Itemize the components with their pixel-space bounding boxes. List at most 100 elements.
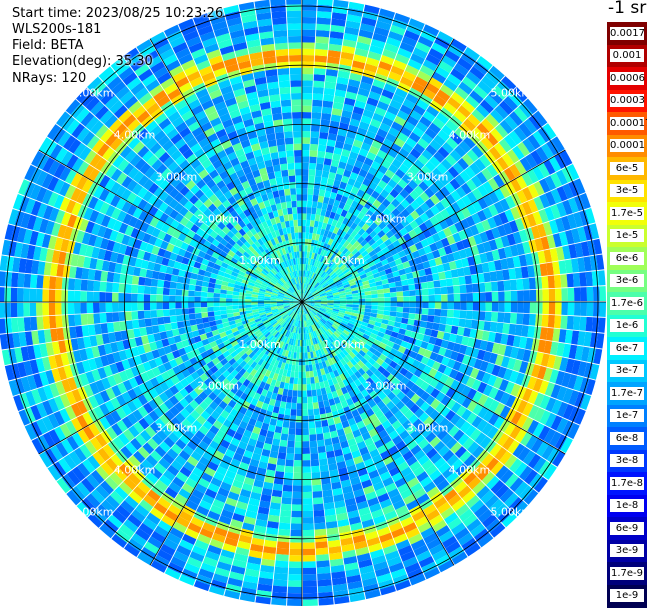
range-gate: [144, 286, 151, 294]
range-gate: [438, 324, 445, 332]
range-gate: [522, 278, 529, 290]
range-gate: [371, 306, 378, 310]
range-gate: [291, 517, 302, 524]
range-gate: [554, 315, 561, 328]
range-gate: [567, 316, 574, 330]
range-gate: [568, 288, 575, 301]
range-gate: [302, 410, 308, 416]
range-gate: [403, 307, 410, 313]
range-gate: [303, 466, 311, 473]
range-gate: [326, 146, 335, 154]
range-gate: [131, 303, 138, 311]
range-gate: [274, 567, 288, 574]
range-gate: [365, 295, 372, 299]
range-gate: [176, 315, 183, 322]
range-gate: [403, 291, 410, 297]
range-gate: [81, 280, 88, 291]
range-gate: [271, 412, 278, 419]
range-gate: [397, 297, 403, 302]
range-gate: [326, 184, 333, 191]
range-gate: [80, 291, 87, 302]
range-gate: [298, 384, 302, 390]
range-gate: [523, 314, 530, 326]
range-gate: [99, 292, 106, 302]
range-gate: [43, 276, 50, 289]
range-gate: [310, 441, 318, 448]
range-gate: [428, 295, 435, 302]
range-gate: [302, 340, 304, 346]
range-gate: [208, 312, 215, 317]
range-gate: [390, 292, 397, 297]
range-gate: [30, 303, 37, 316]
range-gate: [276, 465, 285, 472]
range-gate: [401, 318, 408, 324]
range-gate: [322, 483, 332, 490]
range-gate: [176, 309, 183, 316]
range-gate: [183, 320, 190, 327]
range-gate: [176, 283, 183, 290]
range-gate: [316, 163, 323, 170]
range-gate: [574, 302, 581, 316]
range-gate: [288, 383, 293, 390]
range-gate: [278, 529, 290, 536]
range-gate: [307, 390, 312, 397]
range-gate: [298, 372, 302, 378]
range-gate: [529, 314, 536, 326]
range-gate: [183, 277, 190, 284]
range-gate: [30, 274, 37, 288]
range-gate: [302, 447, 310, 454]
range-gate: [150, 287, 157, 295]
range-gate: [17, 288, 24, 302]
range-gate: [279, 523, 291, 530]
range-gate: [308, 415, 314, 422]
range-gate: [302, 74, 313, 81]
range-gate: [188, 290, 195, 296]
range-gate: [302, 61, 314, 68]
range-gate: [395, 317, 402, 323]
range-gate: [213, 307, 220, 312]
range-gate: [579, 272, 586, 286]
range-gate: [113, 322, 120, 332]
range-gate: [504, 313, 511, 324]
range-gate: [303, 523, 314, 530]
range-gate: [447, 310, 454, 318]
range-gate: [316, 208, 322, 215]
range-gate: [311, 208, 316, 215]
range-gate: [496, 270, 504, 281]
range-gate: [208, 283, 215, 289]
range-gate: [459, 285, 466, 293]
range-gate: [188, 296, 194, 302]
range-gate: [516, 279, 523, 290]
range-gate: [420, 321, 427, 328]
range-gate: [416, 296, 422, 302]
range-gate: [274, 573, 288, 580]
range-gate: [406, 272, 413, 279]
range-gate: [17, 317, 24, 331]
range-gate: [310, 377, 315, 384]
range-gate: [233, 291, 240, 295]
range-gate: [317, 440, 325, 447]
range-gate: [23, 288, 30, 302]
range-gate: [290, 530, 302, 537]
range-gate: [308, 403, 314, 410]
range-gate: [207, 297, 213, 302]
range-gate: [24, 274, 31, 288]
range-gate: [390, 311, 397, 316]
range-gate: [245, 299, 251, 302]
range-gate: [94, 270, 102, 281]
range-gate: [314, 516, 325, 523]
range-gate: [317, 202, 323, 209]
range-gate: [313, 189, 319, 196]
range-gate: [201, 307, 208, 312]
range-gate: [131, 311, 138, 320]
range-gate: [138, 277, 145, 286]
range-gate: [232, 302, 238, 305]
range-gate: [303, 517, 314, 524]
range-gate: [309, 434, 316, 441]
range-gate: [323, 496, 334, 504]
range-gate: [402, 285, 409, 291]
range-gate: [384, 293, 391, 298]
range-gate: [403, 296, 409, 301]
range-gate: [112, 303, 119, 312]
range-gate: [213, 298, 219, 302]
